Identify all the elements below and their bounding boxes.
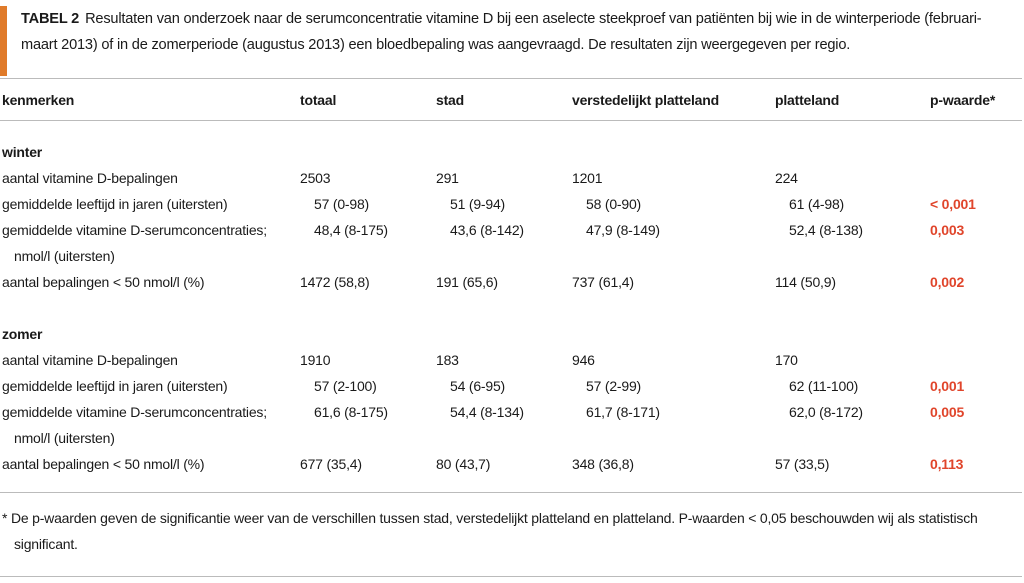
row-label: aantal bepalingen < 50 nmol/l (%) (2, 456, 205, 472)
column-header: verstedelijkt platteland (572, 92, 719, 108)
p-value: 0,002 (930, 274, 965, 290)
rule (0, 120, 1022, 121)
p-value: 0,001 (930, 378, 965, 394)
p-value: 0,003 (930, 222, 965, 238)
table-cell: 57 (2-100) (314, 378, 377, 394)
column-header: kenmerken (2, 92, 75, 108)
table-cell: 170 (775, 352, 798, 368)
table-cell: 54 (6-95) (450, 378, 506, 394)
section-header: zomer (2, 326, 43, 342)
row-label: aantal vitamine D-bepalingen (2, 170, 178, 186)
p-value: 0,005 (930, 404, 965, 420)
table-cell: 54,4 (8-134) (450, 404, 524, 420)
table-cell: 57 (33,5) (775, 456, 830, 472)
table-cell: 348 (36,8) (572, 456, 634, 472)
rule (0, 576, 1022, 577)
row-label: aantal bepalingen < 50 nmol/l (%) (2, 274, 205, 290)
p-value: < 0,001 (930, 196, 976, 212)
table-cell: 1910 (300, 352, 331, 368)
column-header: platteland (775, 92, 840, 108)
table-cell: 57 (0-98) (314, 196, 370, 212)
row-label: nmol/l (uitersten) (14, 430, 115, 446)
table-cell: 61 (4-98) (789, 196, 845, 212)
table-cell: 48,4 (8-175) (314, 222, 388, 238)
table-cell: 62 (11-100) (789, 378, 859, 394)
rule (0, 492, 1022, 493)
row-label: aantal vitamine D-bepalingen (2, 352, 178, 368)
table-cell: 183 (436, 352, 459, 368)
table-cell: 57 (2-99) (586, 378, 642, 394)
table-cell: 114 (50,9) (775, 274, 836, 290)
table-cell: 51 (9-94) (450, 196, 506, 212)
row-label: gemiddelde leeftijd in jaren (uitersten) (2, 196, 228, 212)
column-header: p-waarde* (930, 92, 996, 108)
table-cell: 58 (0-90) (586, 196, 642, 212)
column-header: stad (436, 92, 464, 108)
table-cell: 62,0 (8-172) (789, 404, 863, 420)
p-value: 0,113 (930, 456, 964, 472)
table-cell: 191 (65,6) (436, 274, 498, 290)
table-cell: 1201 (572, 170, 603, 186)
table-cell: 2503 (300, 170, 331, 186)
table-cell: 1472 (58,8) (300, 274, 370, 290)
table-cell: 737 (61,4) (572, 274, 634, 290)
table-caption: TABEL 2 Resultaten van onderzoek naar de … (0, 6, 1010, 76)
rule (0, 78, 1022, 79)
table-cell: 80 (43,7) (436, 456, 491, 472)
table-cell: 43,6 (8-142) (450, 222, 524, 238)
table-cell: 677 (35,4) (300, 456, 362, 472)
row-label: gemiddelde leeftijd in jaren (uitersten) (2, 378, 228, 394)
row-label: gemiddelde vitamine D-serumconcentraties… (2, 404, 267, 420)
table-cell: 224 (775, 170, 798, 186)
column-header: totaal (300, 92, 337, 108)
caption-label: TABEL 2 (21, 11, 80, 27)
footnote-text: * De p-waarden geven de significantie we… (2, 510, 978, 552)
footnote: * De p-waarden geven de significantie we… (2, 505, 1020, 557)
row-label: nmol/l (uitersten) (14, 248, 115, 264)
table-cell: 52,4 (8-138) (789, 222, 863, 238)
table-cell: 291 (436, 170, 459, 186)
table-cell: 61,7 (8-171) (586, 404, 660, 420)
table-cell: 47,9 (8-149) (586, 222, 660, 238)
caption-text: Resultaten van onderzoek naar de serumco… (21, 11, 982, 53)
table-cell: 61,6 (8-175) (314, 404, 388, 420)
row-label: gemiddelde vitamine D-serumconcentraties… (2, 222, 267, 238)
table-cell: 946 (572, 352, 595, 368)
section-header: winter (2, 144, 43, 160)
